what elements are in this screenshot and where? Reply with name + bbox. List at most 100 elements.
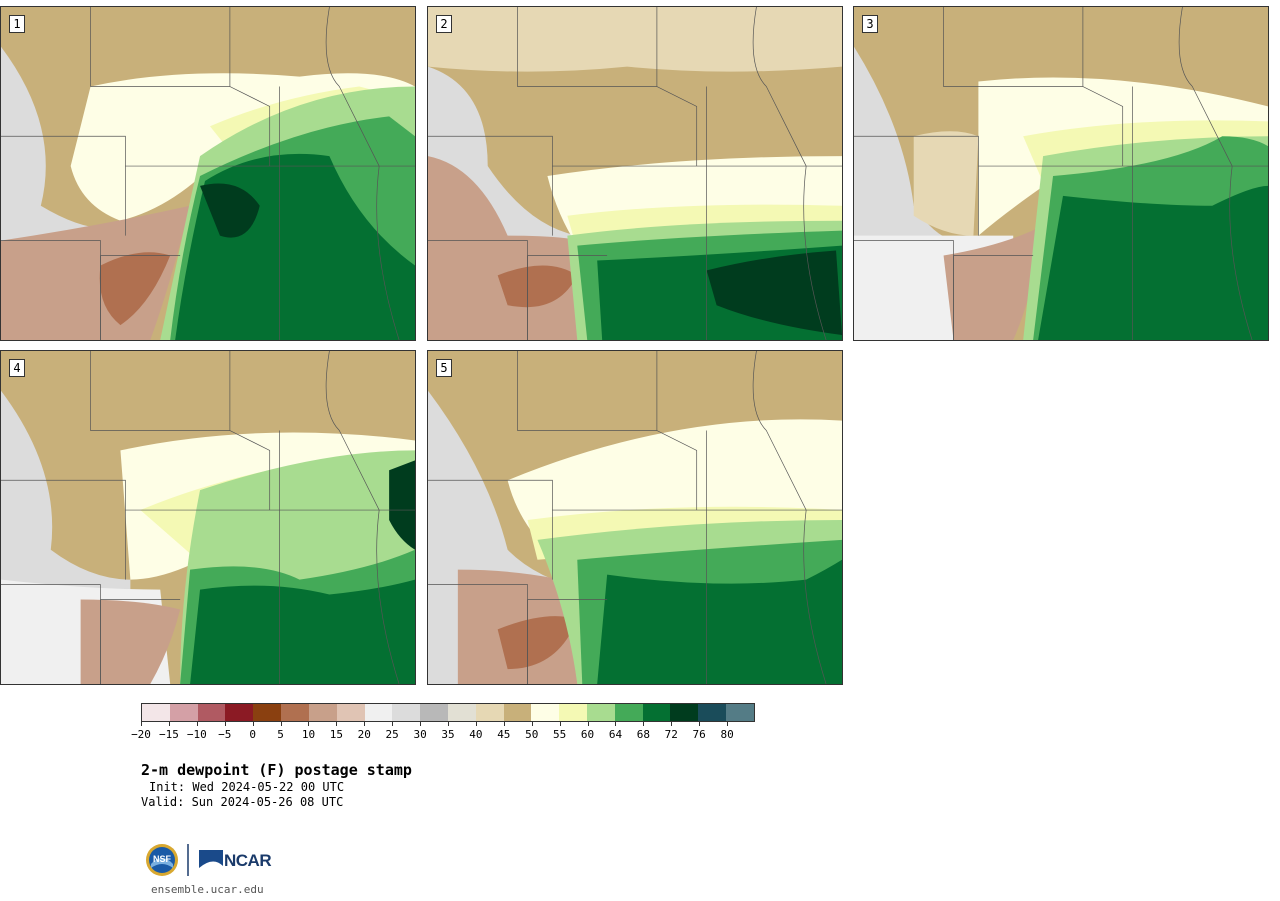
colorbar-swatch (559, 704, 587, 721)
state-boundary (376, 166, 400, 340)
state-boundary (90, 7, 230, 87)
postage-stamp-panel: 4 (0, 350, 416, 685)
state-boundary (752, 7, 807, 167)
state-boundary (376, 510, 400, 684)
state-boundary (428, 479, 553, 580)
colorbar-tick-label: 25 (385, 728, 399, 741)
dewpoint-contour-region (190, 579, 415, 684)
colorbar-tick-label: 72 (664, 728, 678, 741)
dewpoint-colorbar (141, 703, 755, 722)
state-boundary (229, 351, 271, 511)
postage-stamp-panel: 3 (853, 6, 1269, 341)
nsf-seal-text: NSF (153, 854, 171, 864)
colorbar-tick-label: 45 (497, 728, 511, 741)
dewpoint-contour-region (497, 265, 578, 308)
colorbar-tick (503, 722, 505, 726)
colorbar-swatch (698, 704, 727, 721)
colorbar-swatch (420, 704, 448, 721)
colorbar-swatch (281, 704, 309, 721)
colorbar-tick-label: 64 (608, 728, 623, 741)
dewpoint-contour-region (1038, 185, 1268, 340)
colorbar-tick (448, 722, 449, 726)
dewpoint-contour-region (1, 205, 191, 340)
colorbar-tick-label: −20 (131, 728, 151, 741)
colorbar-tick-label: 50 (525, 728, 539, 741)
colorbar-tick-label: −10 (186, 728, 207, 741)
colorbar-tick-label: −15 (158, 728, 179, 741)
site-url: ensemble.ucar.edu (151, 883, 264, 896)
panel-member-label: 3 (862, 15, 878, 33)
colorbar-swatch (392, 704, 421, 721)
colorbar-tick (336, 722, 338, 726)
postage-stamp-panel: 1 (0, 6, 416, 341)
state-boundary (854, 135, 979, 236)
colorbar-swatch (670, 704, 699, 721)
state-boundary (517, 351, 657, 431)
colorbar-tick (141, 722, 142, 726)
dewpoint-contour-region (913, 131, 979, 236)
colorbar-swatch (142, 704, 170, 721)
colorbar-tick-label: 68 (636, 728, 650, 741)
colorbar-swatch (503, 704, 532, 721)
colorbar-tick-label: 40 (469, 728, 483, 741)
colorbar-swatch (642, 704, 671, 721)
colorbar-swatch (447, 704, 476, 721)
colorbar-tick (252, 722, 254, 726)
colorbar-tick (168, 722, 170, 726)
colorbar-tick-label: 10 (301, 728, 316, 741)
colorbar-tick-label: 80 (720, 728, 734, 741)
colorbar-tick (308, 722, 310, 726)
state-boundary (517, 7, 657, 87)
panel-member-label: 2 (436, 15, 452, 33)
dewpoint-map (428, 7, 842, 340)
colorbar-tick (224, 722, 226, 726)
state-boundary (1, 135, 126, 236)
state-boundary (325, 7, 380, 167)
dewpoint-contour-region (428, 7, 842, 72)
panel-member-label: 5 (436, 359, 452, 377)
colorbar-swatch (225, 704, 254, 721)
nsf-ncar-logo: NSF NCAR (143, 842, 283, 882)
colorbar-tick-label: 60 (580, 728, 595, 741)
colorbar-tick (531, 722, 533, 726)
dewpoint-contour-region (706, 250, 842, 336)
colorbar-swatch (475, 704, 504, 721)
colorbar-tick (364, 722, 366, 726)
colorbar-tick (280, 722, 282, 726)
colorbar-swatch (253, 704, 282, 721)
colorbar-ticks: −20 −15 −10 −5 0 5 10 15 20 25 30 35 40 45 50 55 60 64 68 7… (131, 722, 755, 741)
state-boundary (1082, 7, 1124, 167)
colorbar-tick (475, 722, 477, 726)
colorbar-tick-label: 35 (441, 728, 455, 741)
colorbar-tick-label: 15 (329, 728, 343, 741)
state-boundary (1178, 7, 1233, 167)
ncar-wordmark: NCAR (224, 851, 272, 870)
state-boundary (229, 7, 271, 167)
colorbar-tick-label: 76 (692, 728, 706, 741)
dewpoint-contour-region (99, 252, 171, 326)
panel-member-label: 1 (9, 15, 25, 33)
dewpoint-contour-region (597, 559, 842, 684)
colorbar-tick-label: 20 (357, 728, 371, 741)
colorbar-tick (587, 722, 589, 726)
dewpoint-contour-region (389, 460, 415, 550)
postage-stamp-panel: 5 (427, 350, 843, 685)
colorbar-tick (699, 722, 701, 726)
state-boundary (428, 135, 553, 236)
init-time: Init: Wed 2024-05-22 00 UTC (149, 780, 345, 794)
state-boundary (803, 510, 827, 684)
colorbar-swatch (726, 704, 754, 721)
state-boundary (803, 166, 827, 340)
figure-title: 2-m dewpoint (F) postage stamp (141, 761, 412, 779)
colorbar-swatch (364, 704, 393, 721)
state-boundary (325, 351, 380, 511)
dewpoint-map (1, 351, 415, 684)
state-boundary (90, 351, 230, 431)
colorbar-swatch (336, 704, 365, 721)
state-boundary (1, 479, 126, 580)
panel-member-label: 4 (9, 359, 25, 377)
state-boundary (1229, 166, 1253, 340)
dewpoint-contour-region (978, 77, 1268, 236)
colorbar-tick (615, 722, 617, 726)
dewpoint-contour-region (80, 599, 181, 684)
